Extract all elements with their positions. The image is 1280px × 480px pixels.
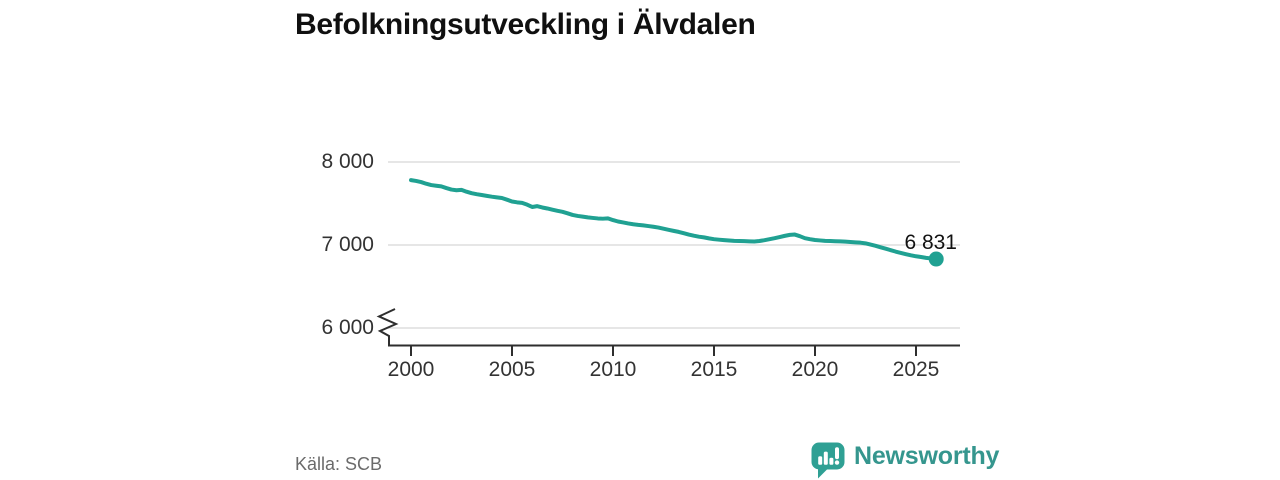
newsworthy-logo: Newsworthy <box>810 441 999 479</box>
population-series-line <box>409 178 939 262</box>
x-tick-label-2015: 2015 <box>690 358 738 381</box>
y-tick-label-6000: 6 000 <box>321 316 374 339</box>
chart-title: Befolkningsutveckling i Älvdalen <box>295 8 756 41</box>
x-tick-label-2025: 2025 <box>892 358 940 381</box>
series-end-dot <box>928 251 944 267</box>
x-axis-ticks <box>410 346 917 356</box>
x-tick-label-2000: 2000 <box>387 358 435 381</box>
newsworthy-wordmark: Newsworthy <box>854 442 1000 470</box>
end-value-label: 6 831 <box>904 231 957 254</box>
x-tick-label-2020: 2020 <box>791 358 839 381</box>
newsworthy-bubble-bar-chart-icon <box>811 442 845 479</box>
x-tick-label-2010: 2010 <box>589 358 637 381</box>
y-tick-label-8000: 8 000 <box>321 150 374 173</box>
source-label: Källa: SCB <box>295 454 383 474</box>
y-tick-label-7000: 7 000 <box>321 233 374 256</box>
x-tick-label-2005: 2005 <box>488 358 536 381</box>
y-axis-break-icon <box>376 308 399 345</box>
